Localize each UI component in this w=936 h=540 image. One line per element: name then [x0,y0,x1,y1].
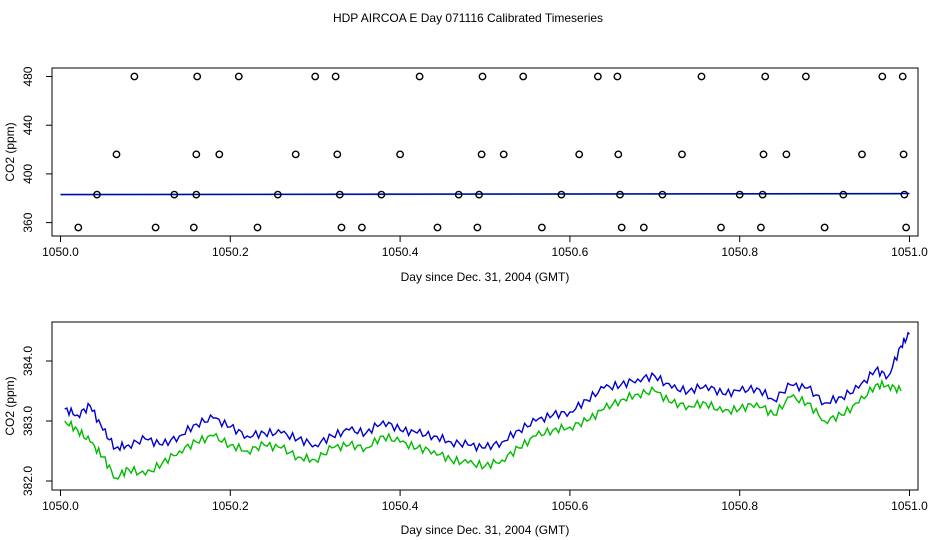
scatter-point [478,72,487,81]
scatter-point [170,190,179,199]
scatter-point [839,190,848,199]
bottom-y-ticks: 382.0 383.0 384.0 [21,346,52,496]
scatter-point [757,223,765,232]
scatter-point [130,72,139,81]
series-line-green [64,378,902,481]
top-x-axis-label: Day since Dec. 31, 2004 (GMT) [401,270,570,284]
top-y-ticks: 360 400 440 480 [21,66,52,233]
y-tick-label: 384.0 [21,346,35,376]
scatter-point [900,190,909,199]
scatter-point [192,150,201,159]
scatter-point [613,72,622,81]
scatter-point [759,150,768,159]
top-scatter-points [74,72,910,232]
scatter-point [93,190,101,199]
x-tick-label: 1050.4 [382,499,419,513]
x-tick-label: 1050.0 [42,499,79,513]
scatter-point [112,150,121,159]
y-tick-label: 383.0 [21,406,35,436]
scatter-point [557,190,566,199]
scatter-point [820,223,829,232]
scatter-point [454,190,463,199]
scatter-point [639,223,648,232]
scatter-point [333,150,342,159]
x-tick-label: 1051.0 [891,499,928,513]
bottom-x-axis-label: Day since Dec. 31, 2004 (GMT) [401,523,570,537]
scatter-point [575,150,584,159]
y-tick-label: 480 [21,66,35,86]
scatter-point [717,223,725,232]
bottom-plot-box [51,321,919,491]
chart-title: HDP AIRCOA E Day 071116 Calibrated Times… [333,11,603,25]
top-plot-box [51,67,919,237]
x-tick-label: 1050.8 [721,245,758,259]
scatter-point [758,190,767,199]
scatter-point [902,223,910,232]
scatter-point [802,72,810,81]
top-y-axis-label: CO2 (ppm) [3,122,17,181]
scatter-point [234,72,243,81]
scatter-point [311,72,320,81]
scatter-point [782,150,791,159]
x-tick-label: 1050.8 [721,499,758,513]
x-tick-label: 1050.2 [212,245,249,259]
scatter-point [396,150,404,159]
y-tick-label: 360 [21,212,35,232]
scatter-point [377,190,386,199]
scatter-point [519,72,528,81]
scatter-point [74,223,83,232]
scatter-point [697,72,706,81]
scatter-point [192,190,201,199]
scatter-point [291,150,300,159]
y-tick-label: 400 [21,164,35,184]
x-tick-label: 1050.6 [552,245,589,259]
scatter-point [273,190,282,199]
scatter-point [594,72,602,81]
y-tick-label: 382.0 [21,466,35,496]
bottom-x-ticks: 1050.0 1050.2 1050.4 1050.6 1050.8 1051.0 [42,490,928,513]
y-tick-label: 440 [21,115,35,135]
scatter-point [433,223,442,232]
x-tick-label: 1050.6 [552,499,589,513]
scatter-point [215,150,224,159]
x-tick-label: 1050.2 [212,499,249,513]
scatter-point [331,72,340,81]
x-tick-label: 1051.0 [891,245,928,259]
top-series-lines [60,192,910,196]
scatter-point [473,223,482,232]
x-tick-label: 1050.4 [382,245,419,259]
scatter-point [475,190,483,199]
scatter-point [858,150,866,159]
scatter-point [616,190,624,199]
top-panel: 1050.0 1050.2 1050.4 1050.6 1050.8 1051.0 360… [3,66,928,284]
scatter-point [761,72,770,81]
scatter-point [335,190,344,199]
bottom-series-lines [64,331,910,481]
bottom-y-axis-label: CO2 (ppm) [3,376,17,435]
series-line-blue [60,192,910,196]
scatter-point [614,150,623,159]
x-tick-label: 1050.0 [42,245,79,259]
bottom-panel: 1050.0 1050.2 1050.4 1050.6 1050.8 1051.0 382… [3,321,928,537]
scatter-point [878,72,887,81]
scatter-point [658,190,667,199]
scatter-point [538,223,546,232]
scatter-point [189,223,198,232]
scatter-point [678,150,686,159]
scatter-point [415,72,424,81]
series-line-blue [64,331,910,453]
scatter-point [151,223,160,232]
scatter-point [617,223,626,232]
scatter-point [337,223,346,232]
top-x-ticks: 1050.0 1050.2 1050.4 1050.6 1050.8 1051.0 [42,236,928,259]
scatter-point [898,72,907,81]
scatter-point [899,150,908,159]
scatter-point [193,72,202,81]
scatter-point [357,223,366,232]
scatter-point [253,223,262,232]
scatter-point [477,150,486,159]
scatter-point [499,150,508,159]
scatter-point [735,190,744,199]
